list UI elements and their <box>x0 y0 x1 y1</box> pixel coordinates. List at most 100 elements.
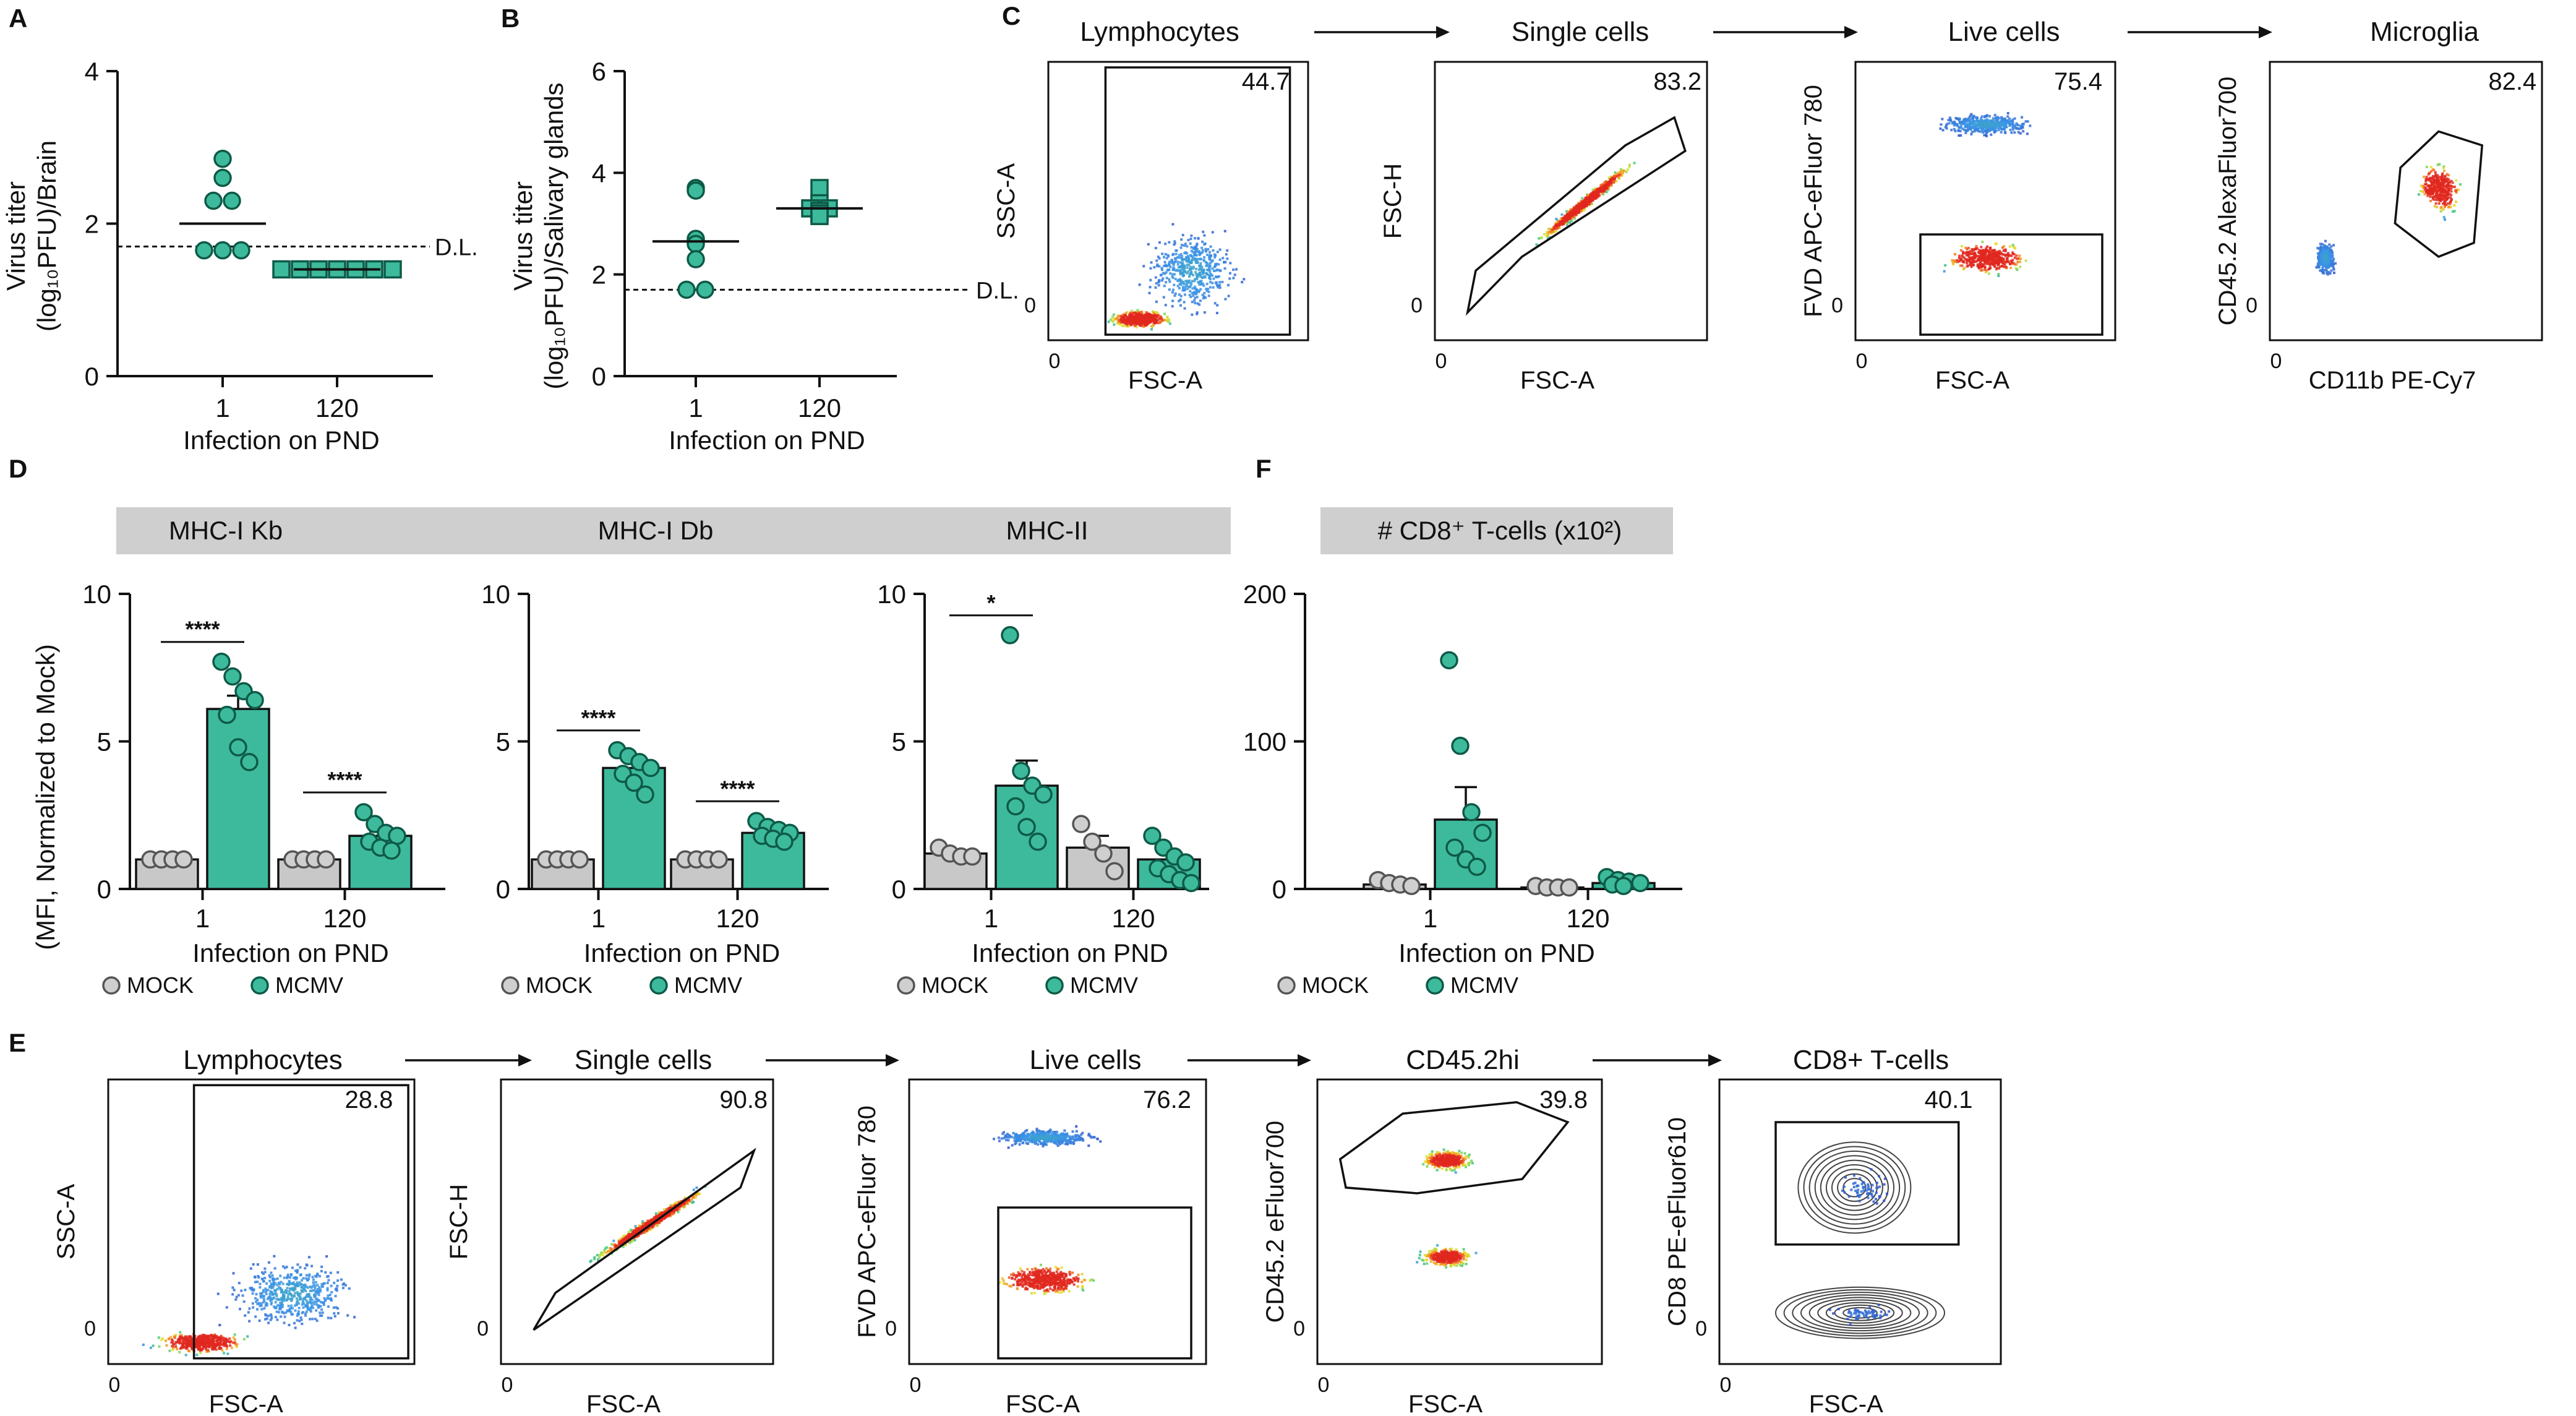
event-dot <box>1564 217 1567 220</box>
data-point <box>1402 877 1421 895</box>
event-dot <box>157 1336 160 1339</box>
event-dot <box>256 1263 259 1266</box>
event-dot <box>1174 258 1177 261</box>
event-dot <box>2423 175 2426 178</box>
event-dot <box>2019 124 2022 127</box>
event-dot <box>1199 264 1202 267</box>
event-dot <box>2434 198 2437 201</box>
event-dot <box>1153 266 1156 269</box>
event-dot <box>1107 320 1110 324</box>
event-dot <box>1185 256 1188 259</box>
event-dot <box>1186 252 1189 255</box>
data-point <box>213 149 232 168</box>
event-dot <box>287 1293 290 1296</box>
event-dot <box>1586 194 1590 197</box>
event-dot <box>340 1278 343 1281</box>
event-dot <box>1217 275 1220 278</box>
event-dot <box>1602 188 1605 191</box>
event-dot <box>1945 122 1948 126</box>
event-dot <box>1201 282 1204 285</box>
event-dot <box>1969 119 1972 122</box>
event-dot <box>294 1326 297 1329</box>
event-dot <box>268 1292 272 1295</box>
event-dot <box>1967 126 1970 129</box>
event-dot <box>1592 197 1595 200</box>
event-dot <box>1138 315 1141 318</box>
event-dot <box>1564 219 1567 222</box>
event-dot <box>1939 127 1942 130</box>
event-dot <box>2026 132 2029 135</box>
event-dot <box>1151 310 1154 313</box>
event-dot <box>2434 181 2437 184</box>
event-dot <box>1177 256 1180 259</box>
event-dot <box>265 1289 268 1292</box>
event-dot <box>2002 123 2005 126</box>
event-dot <box>2425 165 2428 168</box>
event-dot <box>1599 184 1603 187</box>
event-dot <box>2424 186 2427 189</box>
event-dot <box>174 1334 178 1337</box>
event-dot <box>2001 120 2004 123</box>
plot-frame <box>1434 61 1708 341</box>
event-dot <box>2024 259 2027 262</box>
x-axis-title: Infection on PND <box>1398 938 1595 968</box>
event-dot <box>264 1290 267 1294</box>
event-dot <box>1190 262 1193 265</box>
event-dot <box>1209 254 1212 257</box>
event-dot <box>1979 130 1982 133</box>
event-dot <box>1181 289 1184 292</box>
event-dot <box>1984 257 1987 260</box>
event-dot <box>1981 131 1984 134</box>
event-dot <box>2011 252 2014 255</box>
event-dot <box>1144 322 1147 325</box>
event-dot <box>2447 192 2450 195</box>
event-dot <box>2321 242 2324 246</box>
event-dot <box>2326 250 2329 253</box>
event-dot <box>330 1316 333 1319</box>
event-dot <box>2019 257 2022 260</box>
event-dot <box>218 1336 221 1339</box>
event-dot <box>1187 270 1190 273</box>
event-dot <box>1145 315 1148 319</box>
event-dot <box>295 1303 298 1306</box>
y-tick-label: 10 <box>82 580 111 609</box>
event-dot <box>1966 252 1969 255</box>
event-dot <box>1577 211 1580 214</box>
event-dot <box>1223 261 1226 264</box>
event-dot <box>273 1278 276 1281</box>
event-dot <box>1214 275 1217 278</box>
chart-header: # CD8⁺ T-cells (x10²) <box>1378 516 1622 545</box>
event-dot <box>2317 255 2321 259</box>
event-dot <box>1160 317 1163 320</box>
event-dot <box>277 1281 280 1284</box>
event-dot <box>1569 208 1572 212</box>
event-dot <box>1995 121 1998 124</box>
event-dot <box>1944 126 1947 129</box>
event-dot <box>1951 259 1954 262</box>
event-dot <box>1150 325 1153 328</box>
event-dot <box>1161 252 1164 255</box>
event-dot <box>1192 291 1195 294</box>
event-dot <box>2014 124 2017 127</box>
event-dot <box>1191 280 1194 283</box>
event-dot <box>2447 196 2450 199</box>
event-dot <box>2319 257 2322 260</box>
x-axis-title: Infection on PND <box>584 938 781 968</box>
event-dot <box>315 1303 319 1307</box>
event-dot <box>1128 317 1131 320</box>
event-dot <box>1180 238 1183 241</box>
event-dot <box>2000 265 2003 268</box>
event-dot <box>297 1307 301 1310</box>
event-dot <box>1152 324 1155 327</box>
event-dot <box>1586 201 1589 204</box>
event-dot <box>272 1286 275 1289</box>
event-dot <box>1233 273 1236 277</box>
event-dot <box>189 1338 192 1341</box>
event-dot <box>230 1346 233 1349</box>
event-dot <box>255 1308 259 1311</box>
event-dot <box>1621 171 1624 174</box>
event-dot <box>1177 266 1180 269</box>
event-dot <box>1112 318 1115 321</box>
event-dot <box>335 1306 338 1309</box>
